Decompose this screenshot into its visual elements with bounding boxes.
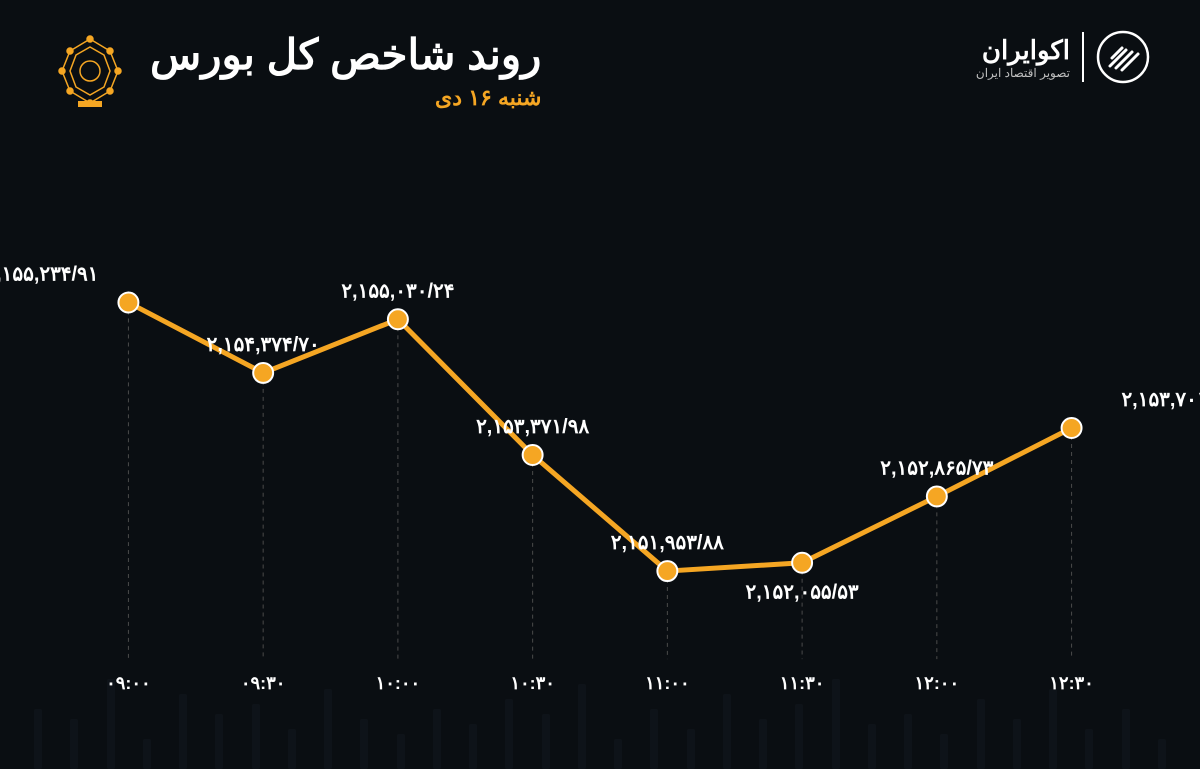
value-label: ۲,۱۵۵,۲۳۴/۹۱	[0, 264, 98, 286]
header: اکوایران تصویر اقتصاد ایران روند شاخص کل…	[0, 0, 1200, 111]
x-axis-label: ۱۲:۰۰	[915, 673, 960, 693]
value-label: ۲,۱۵۲,۰۵۵/۵۳	[746, 582, 859, 604]
index-trend-chart: ۲,۱۵۵,۲۳۴/۹۱۲,۱۵۴,۳۷۴/۷۰۲,۱۵۵,۰۳۰/۲۴۲,۱۵…	[60, 200, 1140, 709]
value-label: ۲,۱۵۳,۳۷۱/۹۸	[476, 416, 589, 438]
value-label: ۲,۱۵۴,۳۷۴/۷۰	[207, 334, 320, 356]
x-axis-label: ۱۰:۳۰	[510, 673, 555, 693]
seal-icon	[50, 31, 130, 111]
value-label: ۲,۱۵۱,۹۵۳/۸۸	[611, 532, 724, 554]
x-axis-label: ۱۱:۰۰	[645, 673, 690, 693]
brand-subtitle: تصویر اقتصاد ایران	[976, 66, 1070, 80]
brand-divider	[1082, 32, 1084, 82]
page-title: روند شاخص کل بورس	[150, 30, 541, 79]
eco-logo-icon	[1096, 30, 1150, 84]
x-axis-label: ۱۲:۳۰	[1049, 673, 1094, 693]
brand-name: اکوایران	[976, 35, 1070, 66]
x-axis-label: ۱۱:۳۰	[780, 673, 825, 693]
x-axis-label: ۰۹:۰۰	[106, 673, 151, 693]
value-label: ۲,۱۵۲,۸۶۵/۷۳	[880, 457, 993, 479]
value-label: ۲,۱۵۳,۷۰۱/۵۱	[1121, 389, 1200, 411]
x-axis-label: ۱۰:۰۰	[376, 673, 421, 693]
value-label: ۲,۱۵۵,۰۳۰/۲۴	[341, 280, 454, 302]
page-subtitle: شنبه ۱۶ دی	[150, 85, 541, 111]
x-axis-label: ۰۹:۳۰	[241, 673, 286, 693]
brand-block: اکوایران تصویر اقتصاد ایران	[976, 30, 1150, 84]
title-block: روند شاخص کل بورس شنبه ۱۶ دی	[50, 30, 541, 111]
